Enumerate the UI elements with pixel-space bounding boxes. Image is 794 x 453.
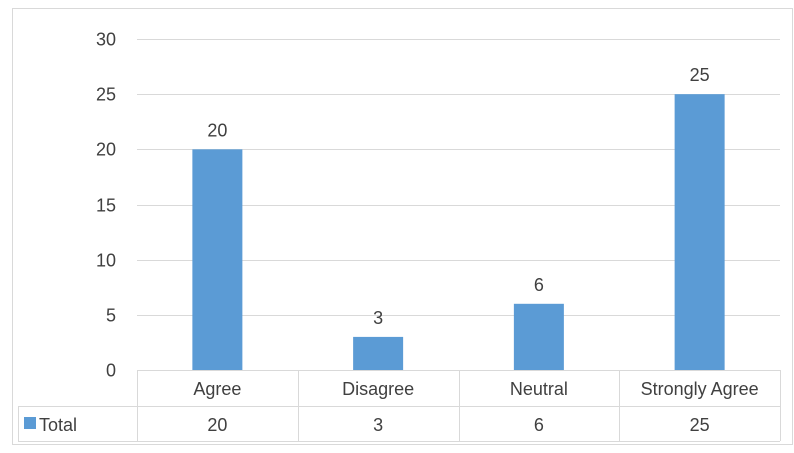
bars xyxy=(192,94,725,371)
x-category-label-disagree: Disagree xyxy=(342,379,414,399)
bar-strongly-agree xyxy=(674,94,725,371)
y-tick-label-20: 20 xyxy=(96,140,116,160)
data-label-neutral: 6 xyxy=(534,275,544,295)
bar-agree xyxy=(192,149,243,370)
y-tick-label-0: 0 xyxy=(106,361,116,381)
y-tick-label-30: 30 xyxy=(96,30,116,50)
legend-label-total: Total xyxy=(39,415,77,435)
table-value-disagree: 3 xyxy=(373,415,383,435)
legend-swatch-total xyxy=(24,417,36,429)
table-value-strongly-agree: 25 xyxy=(690,415,710,435)
y-tick-label-15: 15 xyxy=(96,196,116,216)
data-labels: 20 3 6 25 xyxy=(207,65,709,328)
y-tick-label-5: 5 xyxy=(106,306,116,326)
bar-neutral xyxy=(513,303,564,370)
gridlines xyxy=(137,39,780,316)
table-value-agree: 20 xyxy=(207,415,227,435)
data-label-agree: 20 xyxy=(207,120,227,140)
data-table: Agree 20 Disagree 3 Neutral 6 Strongly Agree 25… xyxy=(18,370,781,442)
y-tick-label-25: 25 xyxy=(96,85,116,105)
x-category-label-agree: Agree xyxy=(193,379,241,399)
y-tick-label-10: 10 xyxy=(96,251,116,271)
y-axis-tick-labels: 0 5 10 15 20 25 30 xyxy=(96,30,116,381)
x-category-label-strongly-agree: Strongly Agree xyxy=(641,379,759,399)
data-label-strongly-agree: 25 xyxy=(690,65,710,85)
bar-disagree xyxy=(353,336,404,370)
x-category-label-neutral: Neutral xyxy=(510,379,568,399)
table-value-neutral: 6 xyxy=(534,415,544,435)
chart-frame xyxy=(12,8,793,445)
data-label-disagree: 3 xyxy=(373,308,383,328)
